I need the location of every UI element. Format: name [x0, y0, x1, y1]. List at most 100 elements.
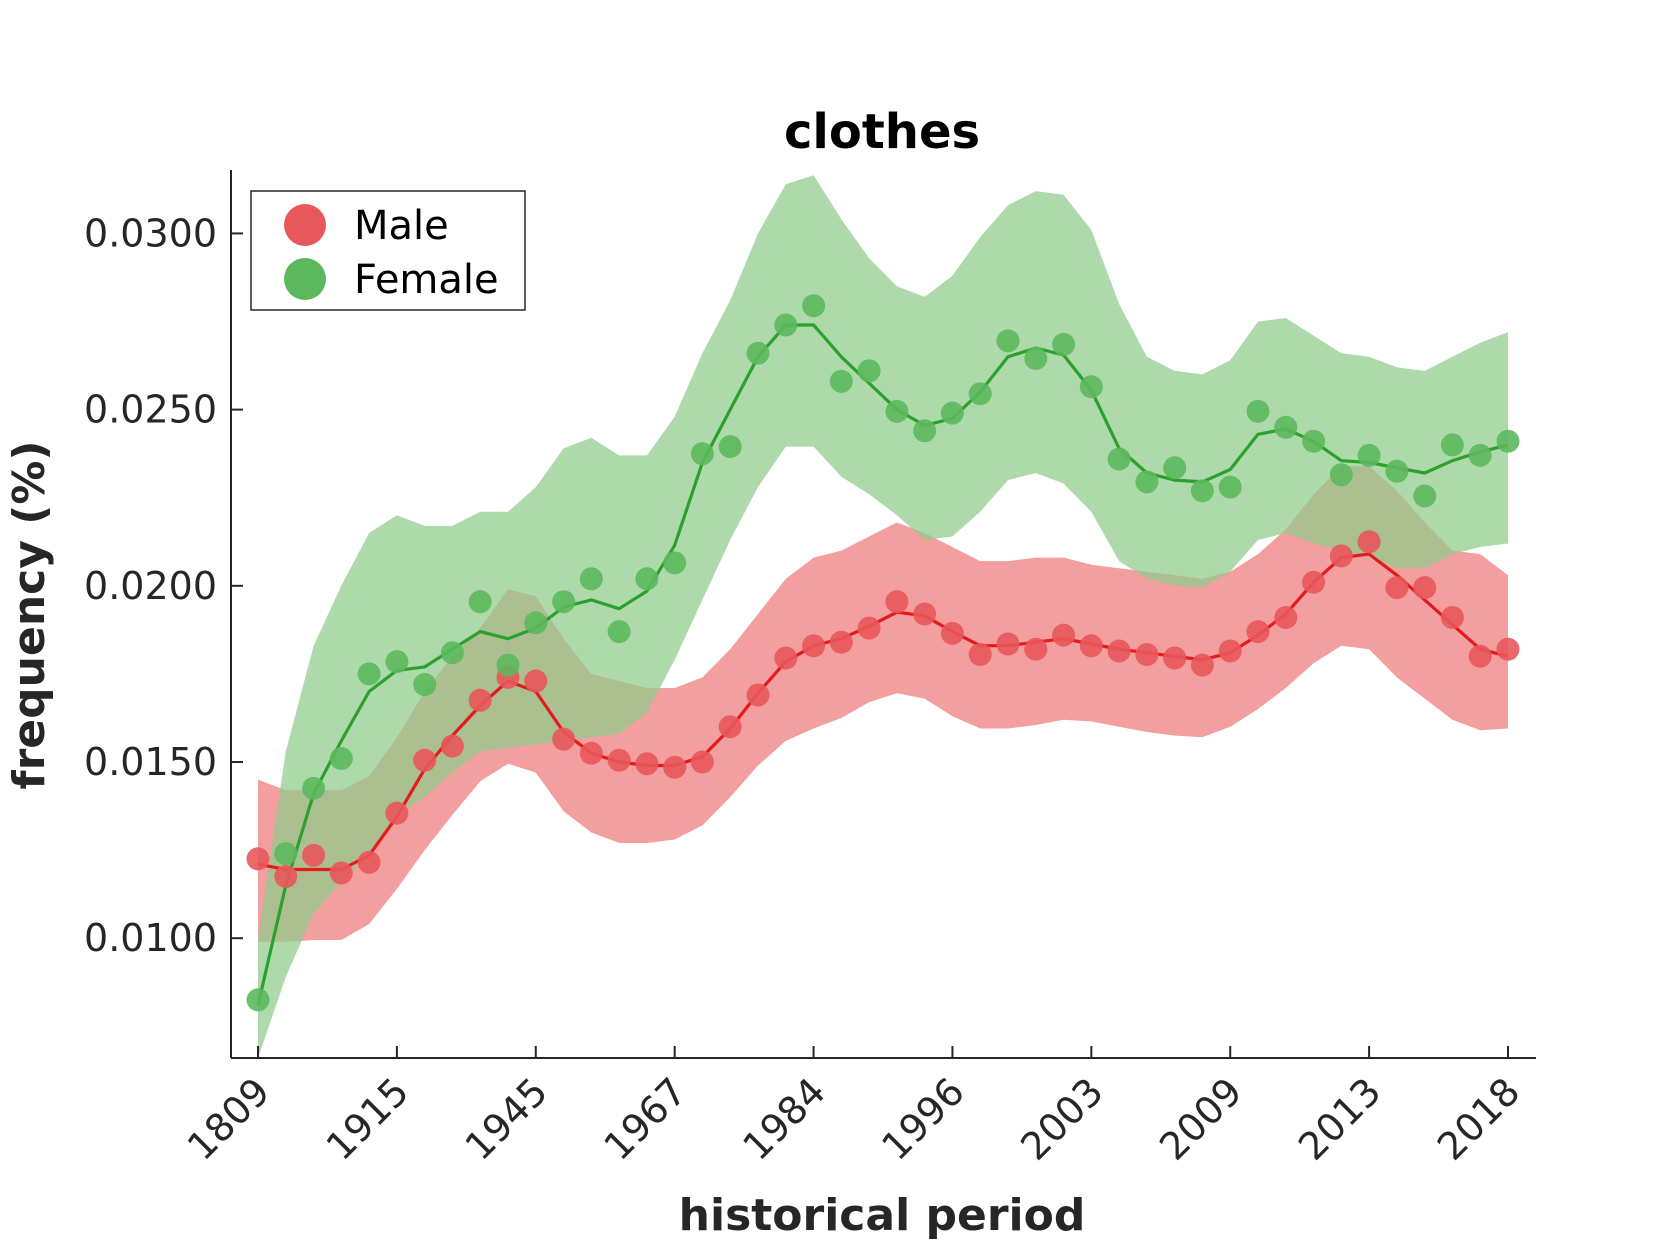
y-tick-label: 0.0100	[84, 916, 217, 960]
data-point-female	[1218, 475, 1242, 499]
data-point-female	[968, 382, 992, 406]
legend-marker-male	[284, 204, 326, 246]
data-point-female	[1496, 429, 1520, 453]
legend-marker-female	[284, 258, 326, 300]
y-tick-label: 0.0250	[84, 388, 217, 432]
data-point-male	[802, 634, 826, 658]
data-point-male	[385, 801, 409, 825]
data-point-female	[413, 673, 437, 696]
data-point-female	[1468, 443, 1492, 467]
data-points	[246, 294, 1520, 1012]
data-point-male	[1024, 637, 1048, 661]
data-point-female	[1440, 433, 1464, 457]
x-axis-title: historical period	[679, 1190, 1086, 1241]
data-point-male	[635, 752, 659, 776]
data-point-male	[1079, 634, 1103, 658]
data-point-female	[357, 662, 381, 686]
data-point-female	[1024, 347, 1048, 370]
data-point-female	[1079, 375, 1103, 399]
data-point-male	[413, 748, 437, 772]
data-point-male	[940, 621, 964, 645]
data-point-male	[1468, 644, 1492, 668]
data-point-female	[329, 747, 353, 770]
data-point-male	[1190, 653, 1214, 677]
data-point-female	[663, 551, 687, 575]
data-point-female	[440, 641, 464, 665]
data-point-male	[1135, 643, 1159, 666]
data-point-male	[302, 843, 326, 867]
data-point-male	[1329, 544, 1353, 568]
data-point-female	[274, 842, 298, 866]
trend-line-male	[257, 552, 1509, 872]
data-point-female	[746, 341, 770, 365]
data-point-female	[718, 435, 742, 459]
data-point-female	[774, 313, 798, 337]
data-point-male	[857, 616, 881, 640]
chart-title: clothes	[784, 104, 980, 160]
data-point-male	[1496, 637, 1520, 661]
data-point-male	[1440, 606, 1464, 629]
data-point-female	[1329, 463, 1353, 487]
data-point-female	[1274, 415, 1298, 439]
data-point-male	[1357, 530, 1381, 554]
y-tick-label: 0.0200	[84, 564, 217, 608]
data-point-female	[802, 294, 826, 318]
data-point-male	[246, 847, 270, 871]
data-point-female	[1413, 484, 1437, 508]
data-point-female	[468, 590, 492, 614]
y-axis-ticks: 0.0100 0.0150 0.0200 0.0250 0.0300	[84, 211, 243, 960]
data-point-female	[1163, 456, 1187, 480]
data-point-female	[913, 419, 937, 443]
data-point-male	[1385, 576, 1409, 600]
confidence-bands	[258, 175, 1508, 1059]
data-point-female	[940, 401, 964, 425]
data-point-male	[663, 755, 687, 779]
data-point-male	[607, 748, 631, 772]
data-point-male	[1163, 646, 1187, 670]
data-point-female	[1385, 459, 1409, 483]
data-point-male	[440, 734, 464, 758]
data-point-male	[996, 632, 1020, 656]
legend-label-female: Female	[354, 257, 499, 303]
y-tick-label: 0.0300	[84, 211, 217, 255]
data-point-female	[524, 611, 548, 635]
data-point-male	[524, 669, 548, 693]
data-point-male	[274, 865, 298, 888]
data-point-male	[718, 715, 742, 739]
data-point-female	[1135, 470, 1159, 494]
trend-line-female	[256, 323, 1509, 1006]
data-point-male	[829, 630, 853, 654]
data-point-male	[1218, 639, 1242, 663]
data-point-female	[885, 399, 909, 423]
data-point-male	[968, 643, 992, 666]
data-point-female	[1357, 443, 1381, 467]
data-point-male	[579, 741, 603, 765]
legend: Male Female	[250, 190, 526, 311]
data-point-female	[857, 359, 881, 383]
legend-label-male: Male	[354, 203, 449, 249]
data-point-female	[1246, 399, 1270, 423]
data-point-male	[746, 683, 770, 707]
data-point-male	[913, 602, 937, 626]
data-point-male	[774, 646, 798, 670]
data-point-female	[496, 653, 520, 677]
data-point-male	[1107, 639, 1131, 663]
data-point-male	[552, 727, 576, 751]
y-axis-title: frequency (%)	[4, 440, 55, 789]
trend-lines	[256, 323, 1509, 1006]
data-point-male	[357, 850, 381, 874]
data-point-female	[579, 567, 603, 591]
data-point-male	[885, 590, 909, 614]
axes	[230, 170, 1536, 1059]
data-point-female	[1052, 332, 1076, 356]
data-point-male	[1413, 576, 1437, 600]
data-point-male	[1246, 620, 1270, 644]
data-point-female	[996, 329, 1020, 353]
data-point-female	[1107, 447, 1131, 471]
data-point-female	[385, 650, 409, 674]
data-point-male	[1302, 570, 1326, 594]
data-point-female	[246, 988, 270, 1012]
data-point-female	[690, 442, 714, 466]
